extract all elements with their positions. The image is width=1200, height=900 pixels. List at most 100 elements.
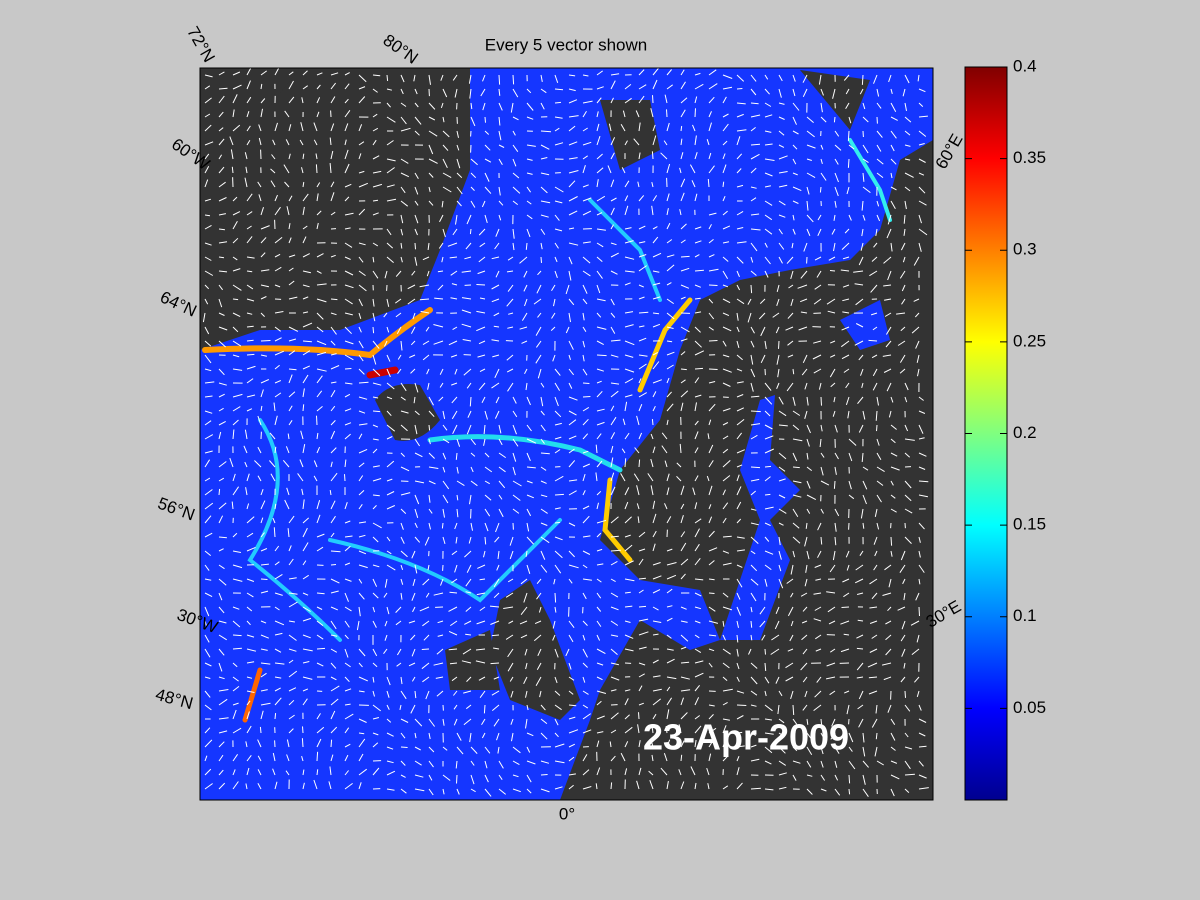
vector xyxy=(722,354,730,358)
vector xyxy=(519,620,528,625)
vector xyxy=(621,448,626,454)
vector xyxy=(259,726,262,734)
vector xyxy=(802,704,808,711)
vector xyxy=(708,224,712,230)
vector xyxy=(596,368,604,372)
vector xyxy=(820,116,827,123)
vector xyxy=(680,125,683,132)
vector xyxy=(764,732,774,735)
vector xyxy=(524,648,528,656)
vector xyxy=(204,214,211,217)
vector xyxy=(330,634,338,637)
vector xyxy=(414,186,419,195)
vector xyxy=(565,326,570,334)
vector xyxy=(582,312,585,321)
vector xyxy=(722,270,729,280)
vector xyxy=(451,676,458,682)
vector xyxy=(497,550,500,559)
vector xyxy=(568,550,575,558)
vector xyxy=(792,200,799,204)
vector xyxy=(246,256,255,259)
vector xyxy=(274,311,284,314)
vector xyxy=(904,424,909,432)
vector xyxy=(386,228,392,236)
vector xyxy=(372,242,379,247)
vector xyxy=(274,415,278,426)
vector xyxy=(288,515,295,524)
vector xyxy=(845,550,850,558)
vector xyxy=(400,340,403,351)
vector xyxy=(638,618,649,622)
vector xyxy=(302,388,305,398)
vector xyxy=(596,97,602,104)
vector xyxy=(428,452,435,459)
vector xyxy=(316,432,319,440)
vector xyxy=(708,560,715,566)
vector xyxy=(316,500,321,510)
vector xyxy=(414,508,419,518)
vector xyxy=(918,396,924,401)
vector xyxy=(666,634,672,639)
vector xyxy=(820,788,827,792)
vector xyxy=(778,452,787,460)
vector xyxy=(843,633,850,636)
vector xyxy=(858,424,864,433)
vector xyxy=(764,476,771,482)
vector xyxy=(399,704,402,711)
vector xyxy=(400,172,410,178)
vector xyxy=(820,718,823,729)
vector xyxy=(204,198,212,202)
vector xyxy=(466,214,472,225)
vector xyxy=(540,200,551,204)
vector xyxy=(493,312,500,317)
vector xyxy=(479,368,486,373)
vector xyxy=(897,340,906,346)
vector xyxy=(862,746,866,757)
vector xyxy=(495,228,500,237)
vector xyxy=(288,670,298,678)
vector xyxy=(638,254,647,258)
vector xyxy=(845,396,850,406)
vector xyxy=(736,102,746,105)
vector xyxy=(554,550,563,559)
vector xyxy=(218,270,228,273)
vector xyxy=(512,410,518,418)
vector xyxy=(386,198,397,202)
vector xyxy=(792,158,797,165)
vector xyxy=(270,473,276,482)
vector xyxy=(750,256,754,263)
vector xyxy=(204,676,211,679)
vector xyxy=(679,443,682,454)
vector xyxy=(386,491,395,496)
vector xyxy=(288,648,297,652)
vector xyxy=(638,337,647,342)
vector xyxy=(414,200,419,206)
colorbar-tick-label: 0.3 xyxy=(1013,240,1037,259)
vector xyxy=(666,487,670,496)
vector xyxy=(470,788,476,793)
vector xyxy=(778,74,783,82)
vector xyxy=(244,429,248,440)
vector xyxy=(680,255,690,258)
vector xyxy=(505,634,514,640)
vector xyxy=(637,181,640,188)
vector xyxy=(621,167,626,174)
vector xyxy=(302,698,308,706)
vector xyxy=(708,740,714,748)
vector xyxy=(396,648,402,656)
vector xyxy=(610,312,616,318)
vector xyxy=(638,311,649,314)
vector xyxy=(624,240,634,244)
vector xyxy=(481,732,486,739)
vector xyxy=(596,228,606,231)
vector xyxy=(400,214,404,224)
vector xyxy=(624,689,631,692)
vector xyxy=(204,550,212,556)
vector xyxy=(420,310,430,314)
vector xyxy=(786,382,794,392)
vector xyxy=(400,550,408,558)
vector xyxy=(554,732,559,738)
vector xyxy=(395,606,402,613)
vector xyxy=(400,718,409,723)
vector xyxy=(260,710,264,720)
